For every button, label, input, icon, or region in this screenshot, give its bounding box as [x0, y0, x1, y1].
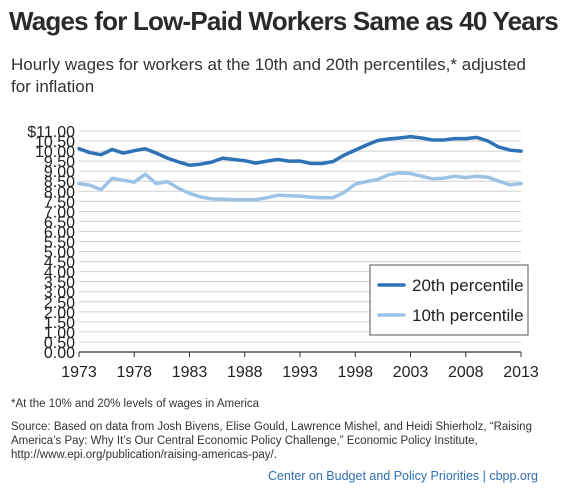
y-tick-label: 1.00 [44, 325, 75, 342]
tick-labels: 0.000.501.001.502.002.503.003.504.004.50… [27, 124, 539, 381]
x-tick-label: 1993 [282, 364, 318, 381]
y-tick-label: 6.50 [44, 214, 75, 231]
y-tick-label: 4.50 [44, 255, 75, 272]
y-tick-label: 8.50 [44, 174, 75, 191]
y-tick-label: 4.00 [44, 265, 75, 282]
y-tick-label: 3.50 [44, 275, 75, 292]
x-tick-label: 2008 [448, 364, 484, 381]
x-tick-label: 1978 [116, 364, 152, 381]
legend-label-10th: 10th percentile [412, 306, 524, 325]
x-tick-label: 1973 [61, 364, 97, 381]
x-tick-label: 2003 [393, 364, 429, 381]
y-tick-label: 10.50 [35, 134, 75, 151]
y-tick-label: 5.50 [44, 235, 75, 252]
credit-link[interactable]: Center on Budget and Policy Priorities |… [267, 469, 538, 483]
source-note: Source: Based on data from Josh Bivens, … [11, 421, 532, 461]
series-lines [77, 134, 523, 202]
chart-title: Wages for Low-Paid Workers Same as 40 Ye… [9, 6, 562, 36]
y-tick-label: $11.00 [27, 124, 75, 141]
y-tick-label: 7.50 [44, 194, 75, 211]
y-tick-label: 5.00 [44, 245, 75, 262]
series-line-10th-percentile [77, 171, 523, 202]
y-tick-label: 0.00 [44, 345, 75, 362]
x-tick-label: 1988 [227, 364, 263, 381]
y-tick-label: 7.00 [44, 204, 75, 221]
chart-subtitle: Hourly wages for workers at the 10th and… [11, 55, 527, 96]
y-tick-label: 0.50 [44, 335, 75, 352]
legend-label-20th: 20th percentile [412, 276, 524, 295]
y-tick-label: 3.00 [44, 285, 75, 302]
legend-box [369, 264, 529, 336]
legend: 20th percentile 10th percentile [369, 264, 529, 336]
x-tick-label: 2013 [503, 364, 539, 381]
y-tick-label: 9.50 [44, 154, 75, 171]
line-chart: 0.000.501.001.502.002.503.003.504.004.50… [27, 124, 539, 381]
y-tick-label: 2.50 [44, 295, 75, 312]
y-tick-label: 1.50 [44, 315, 75, 332]
series-line-20th-percentile [77, 134, 523, 167]
y-tick-label: 8.00 [44, 184, 75, 201]
x-tick-label: 1983 [172, 364, 208, 381]
x-tick-label: 1998 [337, 364, 373, 381]
y-tick-label: 6.00 [44, 224, 75, 241]
y-tick-label: 9.00 [44, 164, 75, 181]
y-tick-label: 2.00 [44, 305, 75, 322]
footnote: *At the 10% and 20% levels of wages in A… [11, 398, 260, 410]
y-tick-label: 10.00 [35, 144, 75, 161]
axes [78, 351, 522, 357]
